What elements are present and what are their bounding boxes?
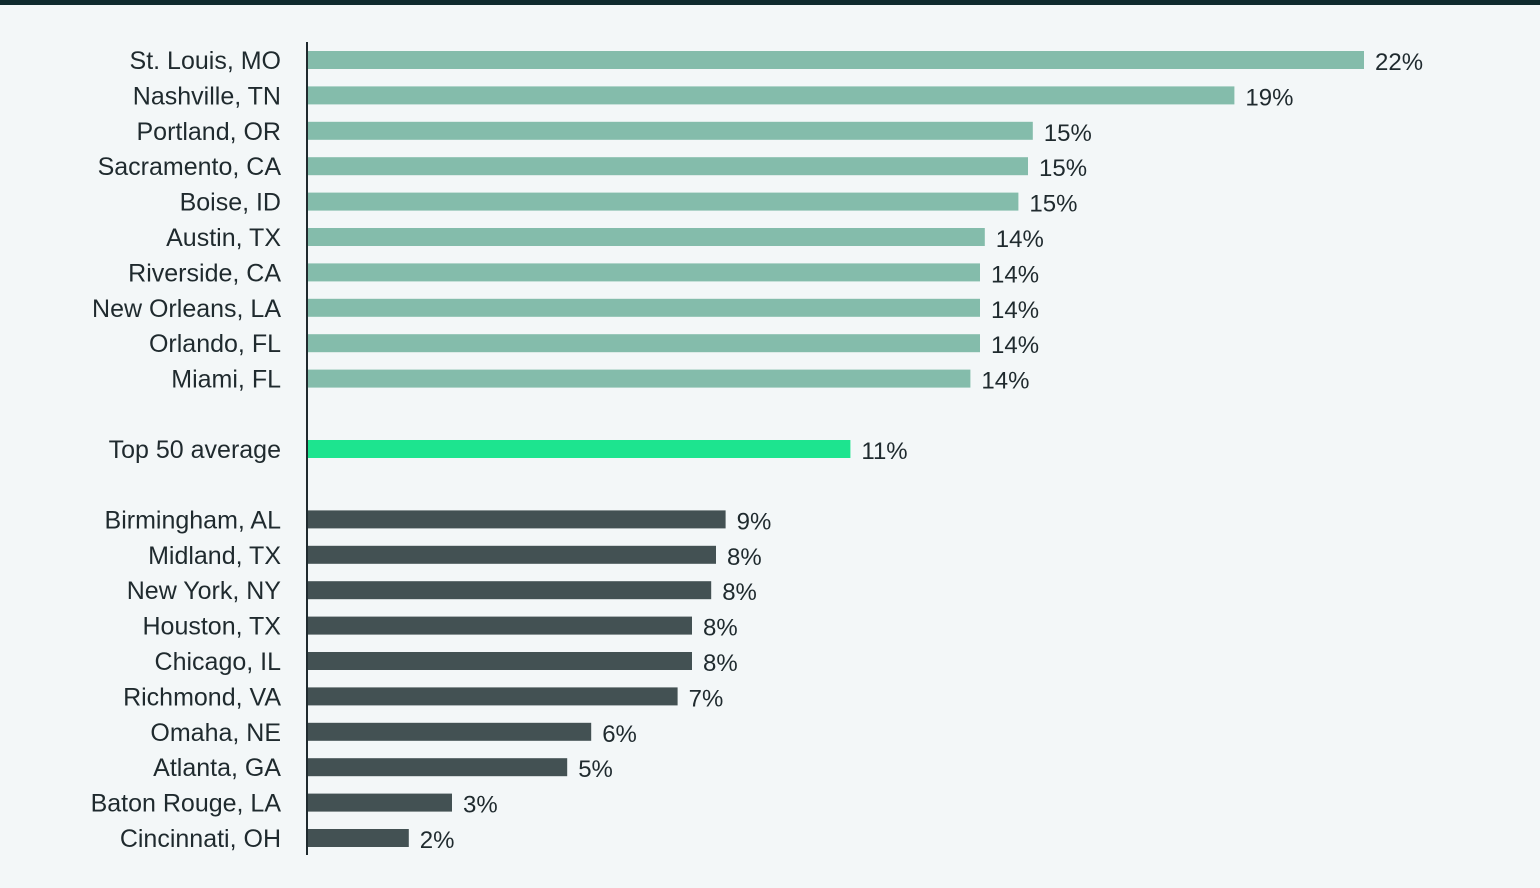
category-label-omaha-ne: Omaha, NE (150, 719, 281, 747)
value-label-sacramento-ca: 15% (1039, 155, 1087, 182)
value-label-new-orleans-la: 14% (991, 297, 1039, 324)
value-label-chicago-il: 8% (703, 650, 738, 677)
value-label-midland-tx: 8% (727, 544, 762, 571)
bar-miami-fl (308, 369, 971, 388)
category-label-top-50-average: Top 50 average (109, 436, 281, 464)
bar-atlanta-ga (308, 758, 568, 777)
category-label-nashville-tn: Nashville, TN (133, 82, 281, 110)
bar-baton-rouge-la (308, 793, 452, 812)
category-label-orlando-fl: Orlando, FL (149, 330, 281, 358)
category-label-midland-tx: Midland, TX (148, 542, 281, 570)
category-label-cincinnati-oh: Cincinnati, OH (120, 825, 281, 853)
category-label-st-louis-mo: St. Louis, MO (130, 47, 281, 75)
bars-layer (308, 51, 1364, 847)
value-label-miami-fl: 14% (981, 368, 1029, 395)
bar-boise-id (308, 192, 1019, 211)
value-label-portland-or: 15% (1044, 120, 1092, 147)
bar-new-york-ny (308, 581, 712, 600)
bar-houston-tx (308, 616, 692, 635)
category-label-new-orleans-la: New Orleans, LA (92, 295, 281, 323)
top-rule (0, 0, 1540, 5)
value-label-atlanta-ga: 5% (578, 756, 613, 783)
bar-portland-or (308, 121, 1033, 140)
value-label-riverside-ca: 14% (991, 261, 1039, 288)
bar-riverside-ca (308, 263, 980, 282)
bar-nashville-tn (308, 86, 1235, 105)
value-label-boise-id: 15% (1029, 191, 1077, 218)
value-label-nashville-tn: 19% (1245, 84, 1293, 111)
value-label-houston-tx: 8% (703, 615, 738, 642)
value-label-birmingham-al: 9% (737, 508, 772, 535)
bar-chicago-il (308, 652, 692, 670)
value-label-st-louis-mo: 22% (1375, 49, 1423, 76)
bar-austin-tx (308, 228, 985, 246)
bar-orlando-fl (308, 334, 980, 353)
bar-top-50-average (308, 440, 851, 458)
category-label-chicago-il: Chicago, IL (155, 648, 282, 676)
bar-st-louis-mo (308, 51, 1364, 69)
category-label-atlanta-ga: Atlanta, GA (153, 754, 281, 782)
value-label-austin-tx: 14% (996, 226, 1044, 253)
category-label-sacramento-ca: Sacramento, CA (98, 153, 282, 181)
value-label-richmond-va: 7% (689, 685, 724, 712)
category-label-austin-tx: Austin, TX (166, 224, 281, 252)
labels-layer: St. Louis, MO 22% Nashville, TN 19% Portland… (91, 47, 1423, 854)
category-label-richmond-va: Richmond, VA (123, 683, 281, 711)
bar-cincinnati-oh (308, 829, 409, 847)
bar-birmingham-al (308, 510, 726, 529)
value-label-cincinnati-oh: 2% (420, 827, 455, 854)
bar-sacramento-ca (308, 157, 1028, 176)
category-label-riverside-ca: Riverside, CA (128, 259, 281, 287)
category-label-boise-id: Boise, ID (180, 189, 281, 217)
category-label-new-york-ny: New York, NY (127, 577, 282, 605)
value-label-new-york-ny: 8% (722, 579, 757, 606)
value-label-top-50-average: 11% (861, 438, 907, 465)
bar-new-orleans-la (308, 298, 980, 317)
category-label-birmingham-al: Birmingham, AL (105, 506, 282, 534)
bar-midland-tx (308, 545, 716, 564)
bar-omaha-ne (308, 722, 592, 741)
bar-richmond-va (308, 687, 678, 706)
value-label-omaha-ne: 6% (602, 721, 637, 748)
value-label-baton-rouge-la: 3% (463, 792, 498, 819)
category-label-miami-fl: Miami, FL (171, 366, 281, 394)
category-label-houston-tx: Houston, TX (142, 613, 281, 641)
category-label-baton-rouge-la: Baton Rouge, LA (91, 790, 282, 818)
category-label-portland-or: Portland, OR (136, 118, 281, 146)
value-label-orlando-fl: 14% (991, 332, 1039, 359)
